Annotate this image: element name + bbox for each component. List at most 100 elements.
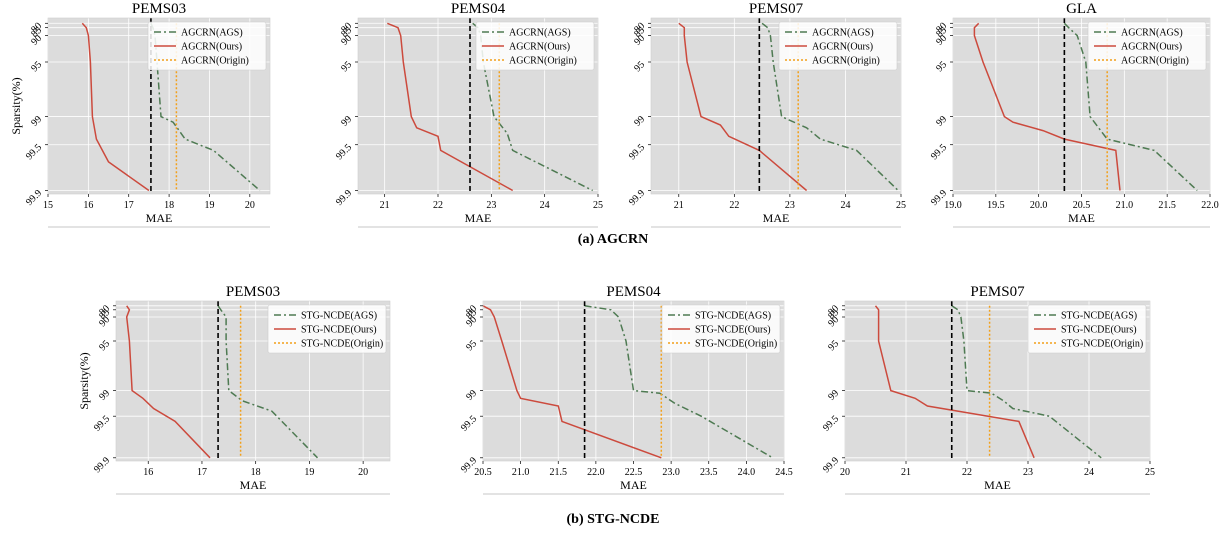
x-tick-label: 22.5: [625, 467, 643, 478]
chart-title: PEMS04: [606, 284, 661, 300]
legend-label-2: STG-NCDE(Ours): [301, 325, 377, 336]
series-line-2: [387, 22, 514, 192]
legend-box: [1087, 21, 1207, 71]
x-tick-label: 23: [785, 200, 795, 211]
plot-frame: [844, 300, 1151, 462]
y-tick-label: 95: [826, 338, 841, 353]
y-tick-label: 99: [97, 388, 112, 403]
x-tick-label: 17: [197, 467, 207, 478]
plot-frame: [115, 300, 391, 462]
legend-label-2: AGCRN(Ours): [812, 42, 873, 53]
x-axis-label: MAE: [240, 478, 267, 492]
y-tick-label: 99.9: [821, 455, 841, 475]
chart-panel-6: PEMS04 20.5 21.0 21.5 22.0 22.5 23.0 23.5 24.0 24…: [459, 284, 793, 495]
chart-title: PEMS07: [970, 284, 1025, 300]
legend-label-2: AGCRN(Ours): [1121, 42, 1182, 53]
legend-label-3: STG-NCDE(Origin): [301, 339, 383, 350]
x-axis-label: MAE: [620, 478, 647, 492]
y-axis-label: Sparsity(%): [9, 77, 23, 134]
x-tick-label: 18: [164, 200, 174, 211]
plot-frame: [650, 17, 902, 195]
legend-box: [661, 304, 781, 354]
legend-label-3: STG-NCDE(Origin): [695, 339, 777, 350]
x-tick-label: 20.5: [474, 467, 492, 478]
y-tick-label: 95: [632, 59, 647, 74]
x-axis-label: MAE: [984, 478, 1011, 492]
plot-frame: [47, 17, 271, 195]
x-tick-label: 21: [380, 200, 390, 211]
series-line-2: [874, 305, 1035, 459]
y-tick-label: 95: [339, 59, 354, 74]
legend-box: [267, 304, 387, 354]
series-line-1: [761, 22, 899, 192]
x-tick-label: 15: [43, 200, 53, 211]
y-tick-label: 99: [826, 388, 841, 403]
y-tick-label: 99.5: [459, 414, 479, 434]
x-tick-label: 16: [83, 200, 93, 211]
chart-title: PEMS04: [451, 1, 506, 17]
legend-label-1: STG-NCDE(AGS): [301, 311, 377, 322]
x-tick-label: 23: [1023, 467, 1033, 478]
legend-box: [778, 21, 898, 71]
legend-label-3: STG-NCDE(Origin): [1061, 339, 1143, 350]
legend-label-1: STG-NCDE(AGS): [1061, 311, 1137, 322]
x-tick-label: 20: [840, 467, 850, 478]
x-tick-label: 16: [143, 467, 153, 478]
caption-agcrn: (a) AGCRN: [577, 232, 649, 247]
legend-label-2: AGCRN(Ours): [181, 42, 242, 53]
y-tick-label: 99.9: [92, 455, 112, 475]
chart-title: GLA: [1066, 1, 1097, 17]
legend-label-1: AGCRN(AGS): [1121, 28, 1183, 39]
x-tick-label: 25: [896, 200, 906, 211]
series-line-2: [125, 305, 211, 459]
x-tick-label: 22: [729, 200, 739, 211]
legend-label-1: STG-NCDE(AGS): [695, 311, 771, 322]
series-line-2: [973, 22, 1121, 191]
legend-label-2: STG-NCDE(Ours): [695, 325, 771, 336]
chart-title: PEMS03: [226, 284, 280, 300]
y-tick-label: 99.5: [929, 142, 949, 162]
x-tick-label: 24.0: [738, 467, 756, 478]
y-tick-label: 99: [632, 114, 647, 129]
y-tick-label: 99.5: [627, 142, 647, 162]
x-tick-label: 21.5: [550, 467, 568, 478]
series-line-2: [81, 22, 150, 192]
x-tick-label: 20.0: [1030, 200, 1048, 211]
x-tick-label: 21: [674, 200, 684, 211]
x-tick-label: 23.5: [700, 467, 718, 478]
legend-box: [475, 21, 595, 71]
legend-box: [1027, 304, 1147, 354]
legend-label-2: AGCRN(Ours): [509, 42, 570, 53]
x-tick-label: 24.5: [775, 467, 793, 478]
legend-label-3: AGCRN(Origin): [181, 56, 249, 67]
legend-label-1: AGCRN(AGS): [181, 28, 243, 39]
x-tick-label: 24: [540, 200, 550, 211]
y-tick-label: 99.5: [24, 142, 44, 162]
y-tick-label: 99.5: [334, 142, 354, 162]
x-tick-label: 21: [901, 467, 911, 478]
x-tick-label: 21.0: [1116, 200, 1134, 211]
x-axis-label: MAE: [1068, 211, 1095, 225]
chart-title: PEMS07: [749, 1, 804, 17]
legend-label-1: AGCRN(AGS): [812, 28, 874, 39]
y-tick-label: 99: [339, 114, 354, 129]
legend-label-1: AGCRN(AGS): [509, 28, 571, 39]
y-tick-label: 95: [464, 338, 479, 353]
x-tick-label: 23: [486, 200, 496, 211]
x-tick-label: 25: [1145, 467, 1155, 478]
series-line-2: [482, 305, 662, 459]
x-tick-label: 19: [304, 467, 314, 478]
x-tick-label: 22.0: [587, 467, 605, 478]
x-tick-label: 21.0: [512, 467, 530, 478]
legend-box: [147, 21, 267, 71]
x-tick-label: 20: [358, 467, 368, 478]
x-tick-label: 17: [124, 200, 134, 211]
x-tick-label: 19.0: [944, 200, 962, 211]
y-tick-label: 99.5: [821, 414, 841, 434]
chart-title: PEMS03: [132, 1, 186, 17]
